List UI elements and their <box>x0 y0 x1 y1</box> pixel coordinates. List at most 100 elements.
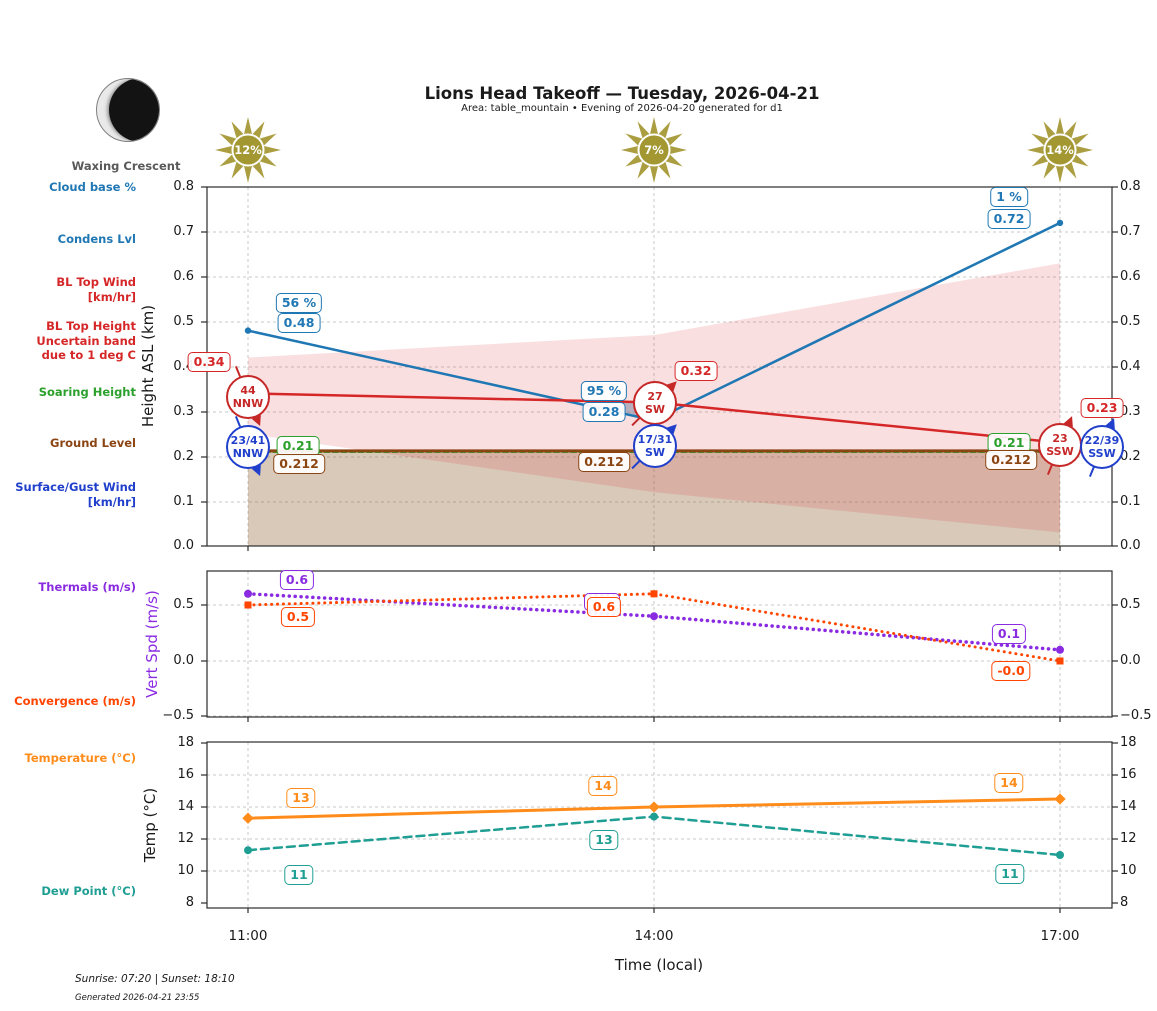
thermals-annotation-t2: 0.1 <box>991 624 1027 644</box>
y-tick-label: 8 <box>1120 895 1129 910</box>
y-tick-label: 0.7 <box>173 224 194 239</box>
y-tick-label: 0.5 <box>173 597 194 612</box>
temperature-annotation-t2: 14 <box>994 773 1024 793</box>
ground-annotation-t0: 0.212 <box>273 454 325 474</box>
y-tick-label: 10 <box>1120 863 1137 878</box>
cloudbase-pct-annotation-t0: 56 % <box>275 293 323 313</box>
y-tick-label: 16 <box>1120 767 1137 782</box>
sun-icon-1400 <box>621 117 687 183</box>
wind-speed: 23/41 <box>230 433 266 447</box>
legend-bl-top-height-2: Uncertain band <box>36 334 136 348</box>
y-tick-label: 0.3 <box>173 404 194 419</box>
legend-thermals: Thermals (m/s) <box>38 580 136 594</box>
page-subtitle: Area: table_mountain • Evening of 2026-0… <box>461 103 783 114</box>
bltop-annotation-t0: 0.34 <box>187 352 231 372</box>
wind-speed: 27 <box>647 389 663 403</box>
wind-direction: SSW <box>1088 447 1116 460</box>
data-series <box>242 219 1066 859</box>
legend-surface-gust-units: [km/hr] <box>87 495 136 509</box>
sun-icon-1100 <box>215 117 281 183</box>
thermals-annotation-t0: 0.6 <box>279 570 315 590</box>
temperature-annotation-t0: 13 <box>286 788 316 808</box>
x-axis-label: Time (local) <box>614 956 704 974</box>
sun-icon-1700 <box>1027 117 1093 183</box>
legend-dew-point: Dew Point (°C) <box>41 884 136 898</box>
page-title: Lions Head Takeoff — Tuesday, 2026-04-21 <box>424 84 820 103</box>
wind-direction: NNW <box>232 397 264 410</box>
surface-wind-badge-t1: 17/31 SW <box>633 424 677 468</box>
x-tick-label-1700: 17:00 <box>1040 928 1080 944</box>
y-tick-label: 0.2 <box>1120 449 1141 464</box>
temperature-annotation-t1: 14 <box>588 776 618 796</box>
moon-phase-label: Waxing Crescent <box>71 159 181 173</box>
convergence-annotation-t1: 0.6 <box>586 597 622 617</box>
y-tick-label: 0.2 <box>173 449 194 464</box>
wind-speed: 17/31 <box>637 432 673 446</box>
condens-annotation-t2: 0.72 <box>987 209 1031 229</box>
soaring-annotation-t2: 0.21 <box>987 433 1031 453</box>
x-tick-label-1100: 11:00 <box>228 928 268 944</box>
y-tick-label: 0.0 <box>1120 538 1141 553</box>
sun-disc <box>1043 133 1077 167</box>
wind-speed: 23 <box>1052 431 1068 445</box>
y-tick-label: −0.5 <box>162 708 194 723</box>
legend-condens-lvl: Condens Lvl <box>57 232 136 246</box>
x-tick-label-1400: 14:00 <box>634 928 674 944</box>
bl-top-wind-badge-t2: 23 SSW <box>1038 423 1082 467</box>
ground-annotation-t2: 0.212 <box>985 450 1037 470</box>
wind-speed: 44 <box>240 383 256 397</box>
y-tick-label: 0.3 <box>1120 404 1141 419</box>
sun-disc <box>231 133 265 167</box>
y-tick-label: 0.6 <box>173 269 194 284</box>
condens-annotation-t0: 0.48 <box>277 313 321 333</box>
y-tick-label: 0.5 <box>1120 597 1141 612</box>
legend-cloud-base: Cloud base % <box>49 180 136 194</box>
moon-phase-icon <box>96 78 160 142</box>
y-tick-label: 0.8 <box>173 179 194 194</box>
y-tick-label: 0.4 <box>1120 359 1141 374</box>
sun-disc <box>637 133 671 167</box>
ground-annotation-t1: 0.212 <box>578 452 630 472</box>
wind-direction: SW <box>644 403 666 416</box>
wind-direction: SSW <box>1046 445 1074 458</box>
gridlines <box>207 187 1112 908</box>
generated-timestamp: Generated 2026-04-21 23:55 <box>75 993 200 1003</box>
legend-bl-top-height-3: due to 1 deg C <box>41 348 136 362</box>
sunrise-sunset-note: Sunrise: 07:20 | Sunset: 18:10 <box>75 973 235 985</box>
wind-speed: 22/39 <box>1084 433 1120 447</box>
dewpoint-annotation-t1: 13 <box>589 830 619 850</box>
y-tick-label: 16 <box>177 767 194 782</box>
y-tick-label: 0.7 <box>1120 224 1141 239</box>
bltop-annotation-t2: 0.23 <box>1080 398 1124 418</box>
legend-temperature: Temperature (°C) <box>24 751 136 765</box>
y-tick-label: 18 <box>1120 735 1137 750</box>
y-tick-label: 14 <box>1120 799 1137 814</box>
sun-percent-1100: 12% <box>234 143 262 157</box>
convergence-annotation-t0: 0.5 <box>280 607 316 627</box>
sun-percent-1400: 7% <box>644 143 664 157</box>
y-tick-label: 0.0 <box>1120 653 1141 668</box>
bltop-annotation-t1: 0.32 <box>674 361 718 381</box>
legend-soaring-height: Soaring Height <box>38 385 136 399</box>
condens-annotation-t1: 0.28 <box>582 402 626 422</box>
soaring-annotation-t0: 0.21 <box>276 436 320 456</box>
surface-wind-badge-t2: 22/39 SSW <box>1080 425 1124 469</box>
y-tick-label: 0.0 <box>173 538 194 553</box>
y-tick-label: 0.8 <box>1120 179 1141 194</box>
y-tick-label: 0.6 <box>1120 269 1141 284</box>
y-tick-label: 0.1 <box>173 494 194 509</box>
surface-wind-badge-t0: 23/41 NNW <box>226 425 270 469</box>
y-tick-label: 12 <box>1120 831 1137 846</box>
y-tick-label: −0.5 <box>1120 708 1152 723</box>
cloudbase-pct-annotation-t2: 1 % <box>990 187 1028 207</box>
moon-shadow <box>109 79 159 141</box>
wind-direction: SW <box>644 446 666 459</box>
legend-bl-top-wind: BL Top Wind <box>56 275 136 289</box>
cloudbase-pct-annotation-t1: 95 % <box>580 381 628 401</box>
dewpoint-annotation-t2: 11 <box>995 864 1025 884</box>
wind-direction: NNW <box>232 447 264 460</box>
convergence-annotation-t2: -0.0 <box>991 661 1031 681</box>
legend-surface-gust-wind: Surface/Gust Wind <box>15 480 136 494</box>
y-tick-label: 12 <box>177 831 194 846</box>
